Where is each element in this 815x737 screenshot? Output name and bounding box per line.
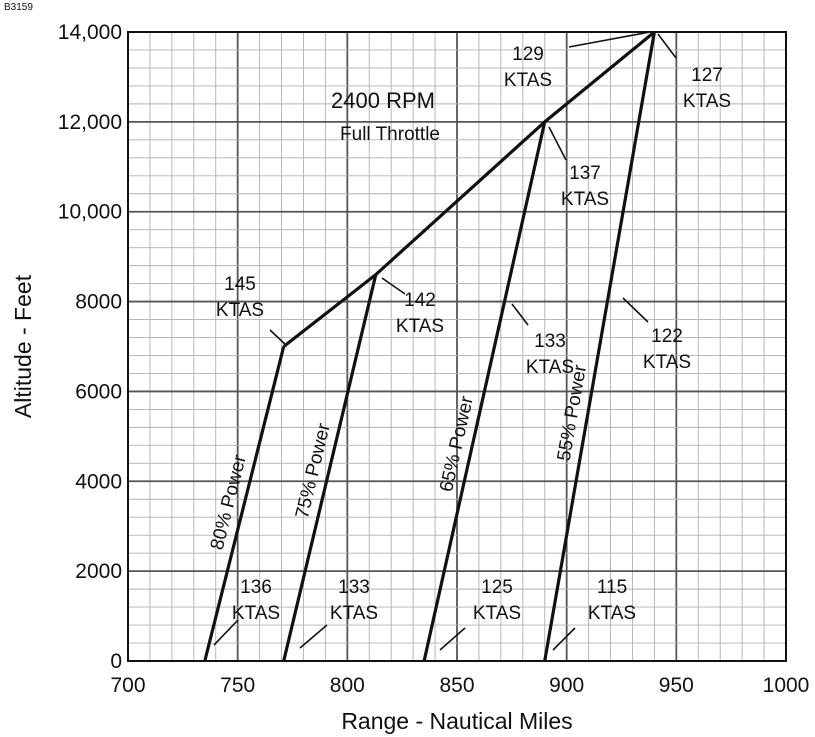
- ktas-137-unit: KTAS: [561, 189, 609, 210]
- x-tick-label: 1000: [763, 674, 810, 697]
- ktas-136-unit: KTAS: [232, 603, 280, 624]
- full-throttle-label-throttle: Full Throttle: [340, 124, 440, 145]
- ktas-133-bottom-speed: 133: [338, 577, 370, 598]
- ktas-142-leader: [381, 277, 406, 295]
- ktas-127-speed: 127: [691, 65, 723, 86]
- y-tick-label: 10,000: [58, 201, 122, 224]
- figure-id: B3159: [4, 2, 33, 13]
- ktas-136-leader: [213, 619, 239, 646]
- ktas-122-unit: KTAS: [643, 352, 691, 373]
- grid: [128, 32, 786, 661]
- ktas-129-unit: KTAS: [504, 70, 552, 91]
- ktas-133-top-unit: KTAS: [526, 357, 574, 378]
- ktas-133-bottom-leader: [299, 624, 328, 649]
- plot-frame: [127, 31, 787, 662]
- x-axis-label: Range - Nautical Miles: [341, 708, 572, 734]
- ktas-136-speed: 136: [240, 577, 272, 598]
- ktas-122-speed: 122: [651, 326, 683, 347]
- ktas-137-leader: [548, 126, 567, 161]
- ktas-115-unit: KTAS: [588, 603, 636, 624]
- x-tick-label: 950: [659, 674, 694, 697]
- ktas-133-bottom-unit: KTAS: [330, 603, 378, 624]
- y-tick-label: 4000: [75, 470, 122, 493]
- ktas-133-top-speed: 133: [534, 331, 566, 352]
- series-line-80-power: [203, 346, 286, 662]
- y-tick-label: 2000: [75, 560, 122, 583]
- ktas-145-unit: KTAS: [216, 300, 264, 321]
- ktas-127-leader: [657, 33, 677, 59]
- x-tick-label: 800: [330, 674, 365, 697]
- ktas-115-speed: 115: [597, 577, 627, 598]
- series-lines: [203, 30, 656, 662]
- x-tick-label: 900: [549, 674, 584, 697]
- ktas-125-unit: KTAS: [473, 603, 521, 624]
- y-axis-label: Altitude - Feet: [10, 274, 36, 418]
- ktas-142-speed: 142: [404, 290, 436, 311]
- ktas-142-unit: KTAS: [396, 316, 444, 337]
- series-line-55-power: [543, 31, 656, 662]
- series-line-2400-rpm-full-throttle: [282, 30, 656, 348]
- ktas-125-leader: [439, 627, 466, 651]
- axis-ticks: 700 750 800 850 900 950 1000 0 2000 4000 6000 8000 1…: [58, 21, 810, 697]
- ktas-115-leader: [552, 627, 576, 651]
- y-tick-label: 6000: [75, 380, 122, 403]
- ktas-145-speed: 145: [224, 274, 256, 295]
- ktas-129-speed: 129: [512, 44, 544, 65]
- ktas-145-leader: [269, 329, 288, 347]
- y-tick-label: 12,000: [58, 111, 122, 134]
- annotation-leaders: [213, 31, 677, 651]
- annotations: 80% Power 75% Power 65% Power 55% Power2400…: [207, 44, 731, 624]
- ktas-127-unit: KTAS: [683, 91, 731, 112]
- series-line-65-power: [422, 121, 547, 662]
- ktas-137-speed: 137: [569, 163, 601, 184]
- y-tick-label: 0: [110, 650, 122, 673]
- y-tick-label: 14,000: [58, 21, 122, 44]
- ktas-129-leader: [568, 31, 651, 48]
- ktas-122-leader: [622, 297, 649, 323]
- x-tick-label: 850: [439, 674, 474, 697]
- full-throttle-label-rpm: 2400 RPM: [331, 88, 435, 113]
- x-tick-label: 700: [110, 674, 145, 697]
- y-tick-label: 8000: [75, 291, 122, 314]
- ktas-133-top-leader: [511, 303, 529, 326]
- ktas-125-speed: 125: [481, 577, 513, 598]
- series-line-75-power: [282, 274, 378, 662]
- x-tick-label: 750: [220, 674, 255, 697]
